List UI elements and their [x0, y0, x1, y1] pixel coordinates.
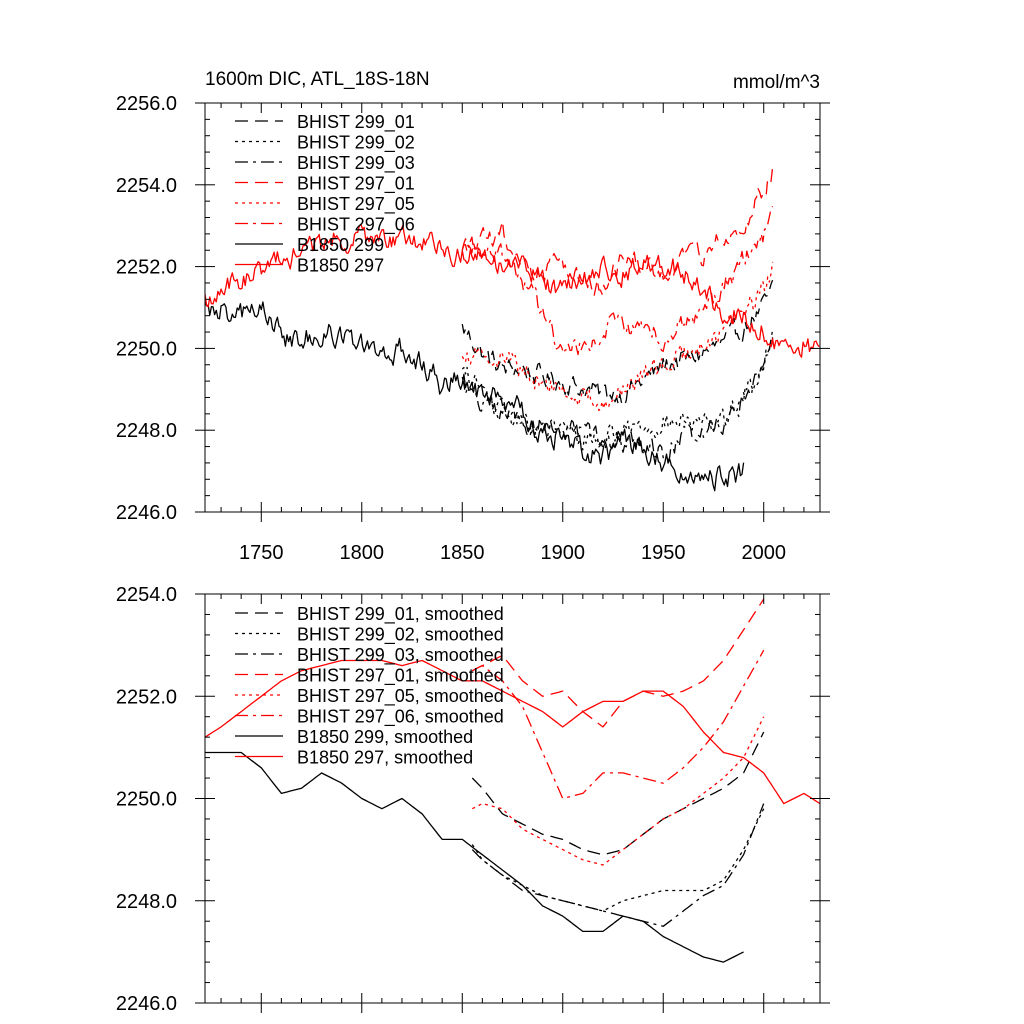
chart-units: mmol/m^3: [733, 72, 820, 93]
series-line: [472, 649, 765, 800]
y-tick-label: 2250.0: [116, 338, 177, 360]
series-line: [472, 716, 765, 866]
y-tick-label: 2252.0: [116, 686, 177, 708]
y-tick-label: 2254.0: [116, 584, 177, 606]
series-line: [461, 205, 774, 356]
y-tick-label: 2248.0: [116, 420, 177, 442]
plot-frame: [204, 102, 821, 513]
legend-label: BHIST 299_03: [297, 153, 415, 174]
series-line: [461, 261, 774, 412]
legend-label: BHIST 299_03, smoothed: [297, 645, 504, 666]
x-tick-label: 1800: [340, 542, 385, 564]
y-tick-label: 2246.0: [116, 502, 177, 524]
series-group: [205, 167, 820, 492]
y-tick-label: 2246.0: [116, 993, 177, 1015]
series-line: [471, 808, 765, 912]
series-line: [205, 751, 744, 963]
x-tick-label: 1750: [239, 542, 284, 564]
legend-label: BHIST 297_06: [297, 215, 415, 236]
y-tick-label: 2250.0: [116, 789, 177, 811]
y-tick-label: 2256.0: [116, 93, 177, 115]
x-tick-label: 2000: [741, 542, 786, 564]
legend-label: B1850 299: [297, 235, 384, 255]
y-tick-label: 2254.0: [116, 175, 177, 197]
legend-label: BHIST 297_01, smoothed: [297, 666, 504, 687]
series-line: [205, 301, 745, 492]
series-line: [461, 167, 774, 297]
legend-label: BHIST 297_05, smoothed: [297, 686, 504, 707]
legend-label: BHIST 299_02, smoothed: [297, 625, 504, 646]
series-group: [205, 598, 820, 963]
series-line: [461, 329, 774, 462]
legend-label: BHIST 297_05: [297, 194, 415, 215]
bottom-panel: 2246.0 2248.0 2250.0 2252.0 2254.0 BHIST 299_…: [116, 584, 830, 1015]
legend-label: BHIST 299_02: [297, 133, 415, 154]
series-line: [471, 731, 765, 856]
legend-label: BHIST 297_01: [297, 174, 415, 195]
legend-label: B1850 297, smoothed: [297, 748, 473, 768]
top-panel: 1750 1800 1850 1900 1950 2000 2246.0 2248.0 2250…: [116, 69, 830, 564]
x-tick-label: 1950: [641, 542, 686, 564]
x-tick-label: 1850: [440, 542, 485, 564]
series-line: [472, 598, 765, 728]
legend-label: B1850 297: [297, 256, 384, 276]
legend-label: BHIST 299_01: [297, 112, 415, 133]
series-line: [461, 279, 774, 407]
series-line: [205, 223, 820, 358]
series-line: [205, 659, 820, 805]
chart-title: 1600m DIC, ATL_18S-18N: [205, 69, 430, 90]
series-line: [471, 803, 765, 927]
legend-label: BHIST 297_06, smoothed: [297, 707, 504, 728]
legend-label: BHIST 299_01, smoothed: [297, 604, 504, 625]
legend-label: B1850 299, smoothed: [297, 727, 473, 747]
y-tick-label: 2248.0: [116, 891, 177, 913]
y-tick-label: 2252.0: [116, 257, 177, 279]
x-tick-label: 1900: [540, 542, 585, 564]
